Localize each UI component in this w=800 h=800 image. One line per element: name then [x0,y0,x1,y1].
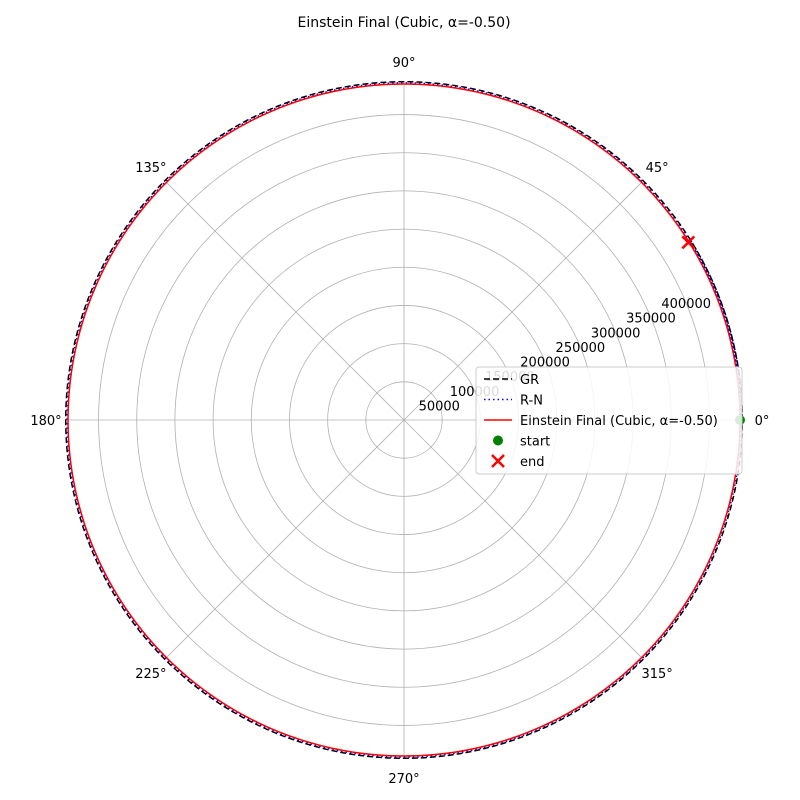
legend-entry: R-N [484,394,543,409]
r-tick-label: 50000 [419,399,460,414]
legend-entry: Einstein Final (Cubic, α=-0.50) [484,414,718,429]
theta-tick-label: 45° [646,161,669,176]
legend-label: end [520,455,545,470]
r-tick-label: 250000 [556,341,606,356]
legend-entry: GR [484,373,539,388]
marker-end [681,235,696,250]
theta-grid-line-5 [166,419,405,658]
theta-grid-line-7 [403,419,642,658]
legend-box [475,366,743,475]
legend-entry: end [491,454,545,470]
series-lines [64,80,744,760]
legend: GR R-N Einstein Final (Cubic, α=-0.50) star… [475,366,743,475]
series-line-R-N [66,82,742,758]
theta-tick-label: 225° [135,667,166,682]
theta-tick-label: 180° [30,414,61,429]
series-line-GR [64,80,744,760]
legend-entry: start [493,435,550,450]
theta-tick-label: 135° [135,161,166,176]
theta-grid-line-1 [403,182,642,421]
r-tick-label: 300000 [591,326,641,341]
r-tick-label: 400000 [661,297,711,312]
legend-label: Einstein Final (Cubic, α=-0.50) [520,414,718,429]
legend-label: start [520,435,550,450]
legend-label: R-N [520,394,543,409]
theta-tick-labels: 0° 45° 90° 135° 180° 225° 270° 315° [30,56,769,787]
theta-tick-label: 270° [388,772,419,787]
series-line-Einstein Final (Cubic, α=-0.50) [67,83,741,757]
chart-title: Einstein Final (Cubic, α=-0.50) [297,15,510,31]
theta-grid-line-3 [166,182,405,421]
theta-tick-label: 0° [755,414,770,429]
theta-tick-label: 315° [641,667,672,682]
r-tick-label: 350000 [626,312,676,327]
legend-label: GR [520,373,539,388]
theta-tick-label: 90° [392,56,415,71]
